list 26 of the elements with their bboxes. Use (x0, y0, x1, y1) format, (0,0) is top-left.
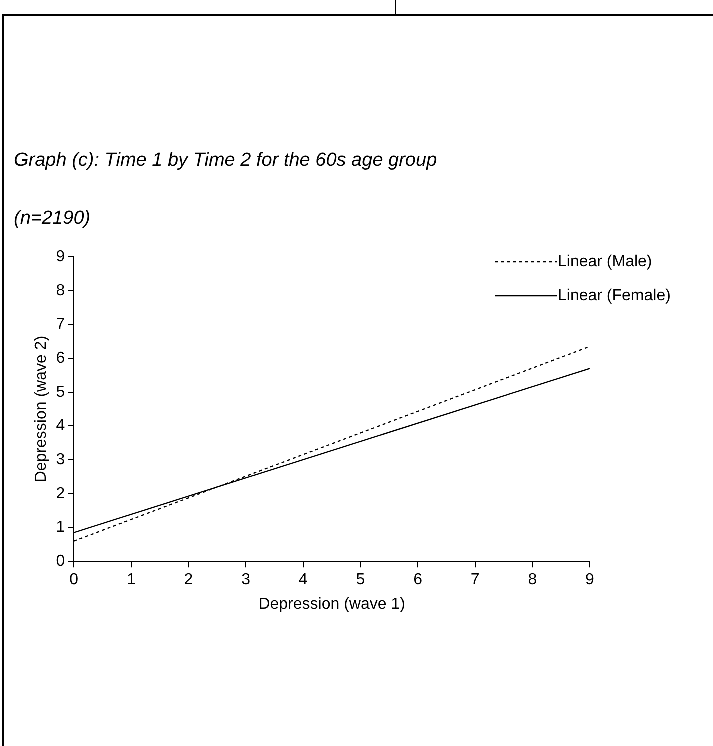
y-tick-label: 1 (56, 519, 66, 536)
y-tick-label: 5 (56, 384, 66, 401)
legend-label: Linear (Male) (558, 253, 652, 270)
chart-title: Graph (c): Time 1 by Time 2 for the 60s age group (14, 150, 438, 172)
x-tick-label: 0 (70, 572, 79, 589)
y-tick-label: 6 (56, 350, 66, 367)
y-tick-label: 9 (56, 248, 66, 266)
y-tick-label: 4 (56, 418, 66, 435)
legend-label: Linear (Female) (558, 287, 671, 304)
chart-subtitle: (n=2190) (14, 208, 91, 230)
x-tick-label: 5 (356, 572, 366, 589)
x-tick-label: 4 (298, 572, 308, 589)
x-tick-label: 3 (242, 572, 251, 589)
x-tick-label: 1 (126, 572, 136, 589)
x-tick-label: 9 (586, 572, 595, 589)
x-axis-title: Depression (wave 1) (258, 596, 406, 613)
y-axis-title: Depression (wave 2) (33, 336, 50, 483)
x-tick-label: 6 (414, 572, 423, 589)
x-tick-label: 7 (470, 572, 480, 589)
x-tick-label: 8 (528, 572, 538, 589)
y-tick-label: 0 (56, 553, 66, 570)
y-tick-label: 3 (56, 451, 66, 468)
y-tick-label: 7 (56, 316, 66, 334)
y-tick-label: 2 (56, 485, 66, 502)
x-tick-label: 2 (184, 572, 194, 589)
y-tick-label: 8 (56, 282, 66, 300)
